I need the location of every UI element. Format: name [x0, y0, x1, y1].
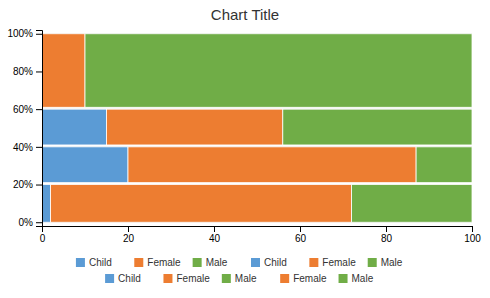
- x-tick-mark: [472, 226, 473, 232]
- plot: 0 20 40 60 80 100 0% 20% 40% 60% 80% 100%: [7, 28, 481, 244]
- x-tick: 40: [209, 226, 221, 244]
- legend-item: Female: [134, 257, 181, 268]
- bar: [42, 109, 107, 145]
- y-tick-label: 100%: [7, 28, 33, 39]
- legend-label: Male: [381, 257, 403, 268]
- y-tick-mark: [36, 147, 42, 148]
- y-tick: 40%: [13, 142, 42, 153]
- y-tick-label: 0%: [19, 217, 34, 228]
- legend-label: Female: [176, 273, 210, 284]
- legend-swatch: [280, 274, 289, 283]
- x-tick-label: 60: [295, 233, 307, 244]
- y-tick-mark: [36, 71, 42, 72]
- legend-swatch: [251, 258, 260, 267]
- legend-swatch: [76, 258, 85, 267]
- bar: [42, 185, 51, 223]
- x-tick: 20: [123, 226, 135, 244]
- legend-swatch: [222, 274, 231, 283]
- y-tick: 0%: [19, 217, 42, 228]
- legend-label: Male: [235, 273, 257, 284]
- legend-item: Male: [193, 257, 228, 268]
- x-axis: 0 20 40 60 80 100: [40, 226, 482, 244]
- x-axis-line: [43, 227, 473, 233]
- legend-swatch: [134, 258, 143, 267]
- legend-label: Child: [264, 257, 287, 268]
- bar: [416, 147, 472, 183]
- legend-label: Female: [322, 257, 356, 268]
- legend-label: Female: [147, 257, 181, 268]
- y-axis: 0% 20% 40% 60% 80% 100%: [7, 28, 42, 227]
- legend-item: Female: [163, 273, 210, 284]
- legend-swatch: [163, 274, 172, 283]
- y-tick: 60%: [13, 104, 42, 115]
- y-tick-mark: [36, 222, 42, 223]
- x-tick-label: 100: [464, 233, 481, 244]
- bar: [283, 109, 472, 145]
- y-tick: 80%: [13, 66, 42, 77]
- x-tick-mark: [214, 226, 215, 232]
- x-tick-label: 20: [123, 233, 135, 244]
- legend: Child Female Male Child Female Male Child Femal…: [76, 257, 403, 284]
- legend-label: Child: [118, 273, 141, 284]
- y-tick-mark: [36, 109, 42, 110]
- legend-label: Male: [206, 257, 228, 268]
- y-tick-label: 60%: [13, 104, 33, 115]
- x-tick-mark: [300, 226, 301, 232]
- bar: [85, 34, 472, 108]
- legend-item: Child: [76, 257, 112, 268]
- y-tick-mark: [36, 34, 42, 35]
- legend-swatch: [193, 258, 202, 267]
- chart: Chart Title 0 20 40 60 80 100 0% 20% 40% 60% 80% 100…: [0, 0, 490, 298]
- legend-item: Male: [368, 257, 403, 268]
- legend-swatch: [309, 258, 318, 267]
- grid: [42, 34, 472, 222]
- x-tick: 100: [464, 226, 481, 244]
- x-tick-mark: [386, 226, 387, 232]
- y-tick-label: 40%: [13, 142, 33, 153]
- bar: [128, 147, 416, 183]
- legend-label: Male: [352, 273, 374, 284]
- y-tick-label: 80%: [13, 66, 33, 77]
- y-tick-label: 20%: [13, 179, 33, 190]
- legend-item: Female: [309, 257, 356, 268]
- x-tick-label: 40: [209, 233, 221, 244]
- y-axis-line: [36, 31, 43, 227]
- legend-label: Female: [293, 273, 327, 284]
- x-tick: 0: [40, 226, 46, 244]
- bar: [51, 185, 352, 223]
- bar: [352, 185, 472, 223]
- legend-item: Male: [222, 273, 257, 284]
- legend-swatch: [339, 274, 348, 283]
- x-tick: 60: [295, 226, 307, 244]
- legend-swatch: [105, 274, 114, 283]
- legend-item: Child: [105, 273, 141, 284]
- x-tick: 80: [381, 226, 393, 244]
- bar: [107, 109, 283, 145]
- x-tick-mark: [128, 226, 129, 232]
- bar: [42, 147, 128, 183]
- legend-item: Child: [251, 257, 287, 268]
- bars: [42, 34, 472, 222]
- y-tick-mark: [36, 185, 42, 186]
- bar: [42, 34, 85, 108]
- legend-label: Child: [89, 257, 112, 268]
- y-tick: 20%: [13, 179, 42, 190]
- title: Chart Title: [211, 6, 279, 23]
- y-tick: 100%: [7, 28, 42, 39]
- legend-swatch: [368, 258, 377, 267]
- x-tick-label: 80: [381, 233, 393, 244]
- legend-item: Female: [280, 273, 327, 284]
- legend-item: Male: [339, 273, 374, 284]
- x-tick-label: 0: [40, 233, 46, 244]
